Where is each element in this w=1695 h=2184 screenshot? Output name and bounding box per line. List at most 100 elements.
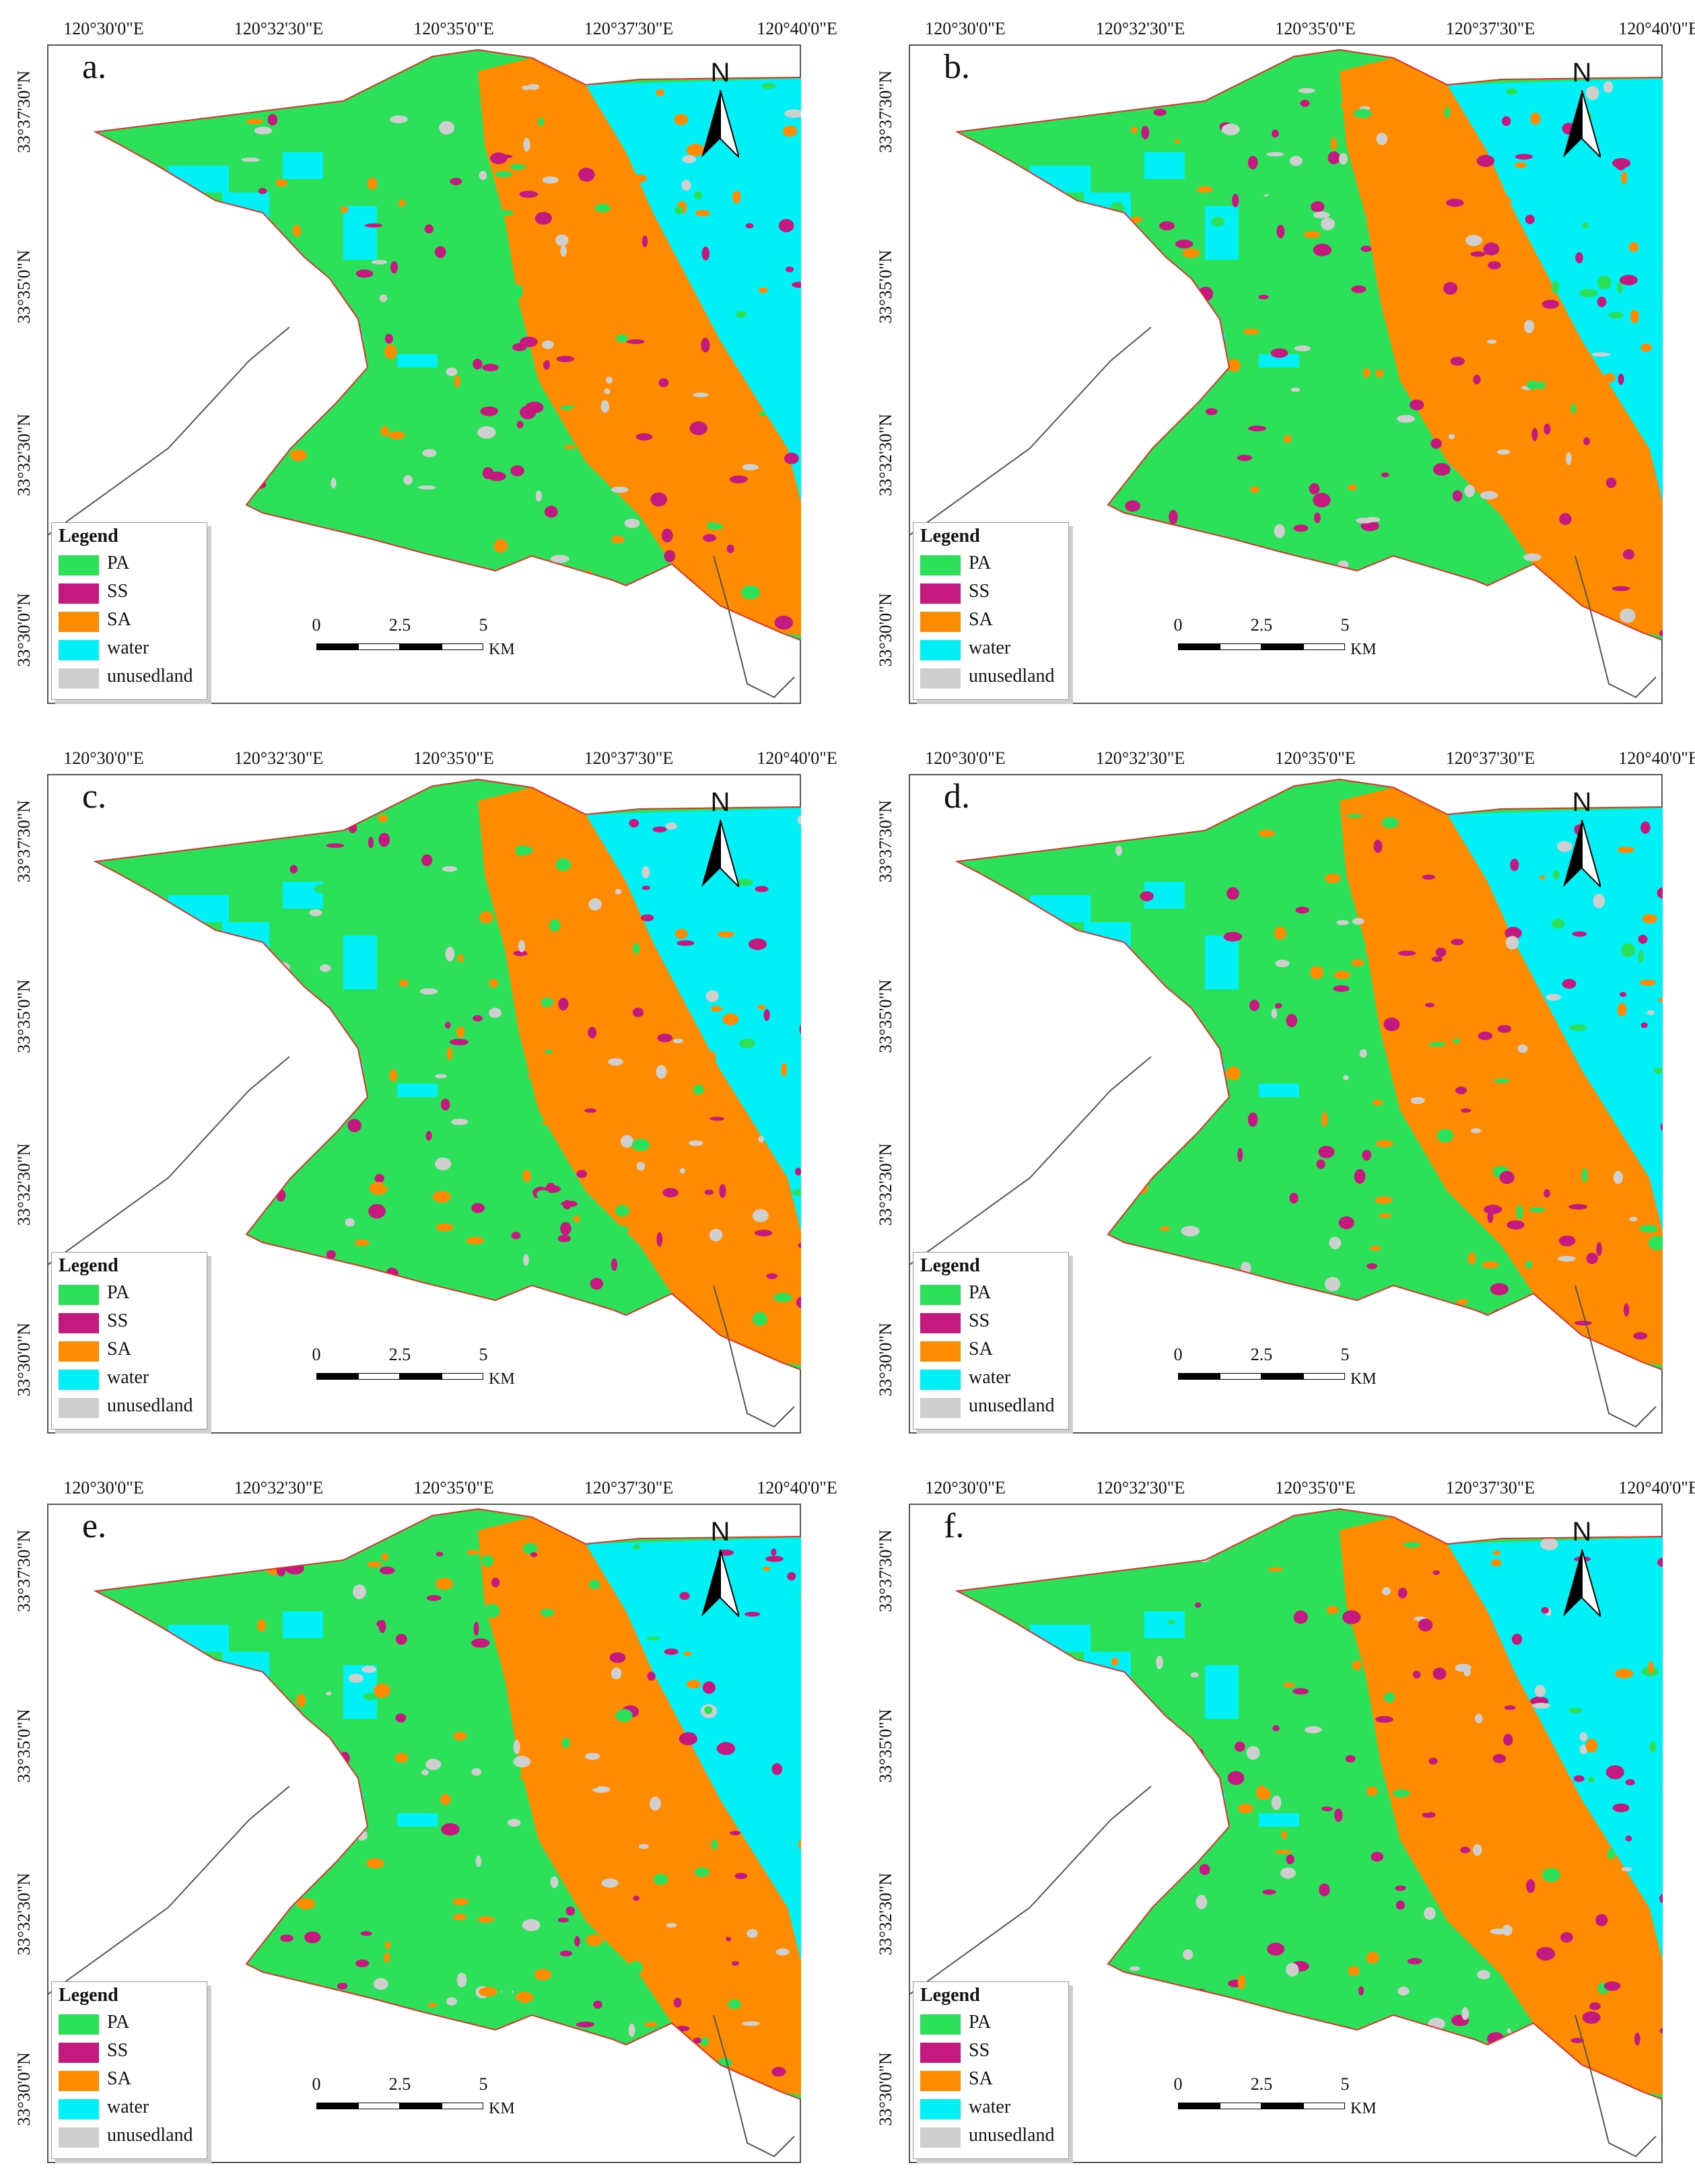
longitude-label: 120°37'30"E [1445,748,1535,768]
ss-patch [730,1831,741,1835]
sa-patch [1417,1806,1434,1813]
sa-patch [435,1578,454,1590]
unusedland-patch [1275,959,1290,968]
unusedland-patch [417,485,436,490]
pa-patch [625,2072,635,2080]
ss-patch [770,2096,779,2103]
ss-patch [304,1931,321,1944]
ss-patch [271,1768,286,1776]
sa-patch [1173,818,1188,827]
sa-patch [1284,435,1292,444]
ss-patch [1488,261,1501,270]
unusedland-patch [1461,2007,1469,2020]
pa-patch [279,660,297,670]
sa-patch [602,164,609,172]
unusedland-patch [709,1228,723,1242]
ss-patch [576,2021,595,2028]
scale-segment [1178,1373,1220,1380]
pa-patch [509,164,526,170]
sa-patch [1566,582,1577,591]
pa-patch [1583,649,1598,660]
water-patch [1259,1084,1299,1097]
unusedland-patch [1317,1334,1331,1342]
unusedland-patch [1294,345,1311,351]
latitude-label: 33°37'30"N [14,800,34,883]
sa-patch [246,118,264,125]
ss-patch [1179,1281,1193,1292]
sa-patch [520,1295,535,1308]
pa-patch [734,878,754,886]
ss-patch [726,544,734,553]
sa-patch [376,598,389,612]
ss-patch [1234,1741,1245,1752]
panel-label: f. [944,1507,965,1545]
legend-label: water [969,2097,1011,2117]
ss-patch [1451,938,1464,946]
unusedland-patch [1397,415,1415,423]
ss-patch [1194,1602,1202,1608]
ss-patch [544,505,558,518]
pa-patch [1437,1129,1454,1143]
ss-patch [1492,1754,1507,1763]
ss-patch [1615,157,1626,171]
pa-patch [1135,277,1148,285]
sa-patch [1371,1553,1382,1564]
pa-patch [1510,2021,1517,2034]
longitude-label: 120°40'0"E [1618,1478,1695,1498]
panel-label: b. [944,48,970,86]
sa-patch [282,636,289,643]
unusedland-patch [471,1768,482,1776]
sa-patch [660,1725,668,1736]
water-patch [1205,206,1239,260]
ss-patch [795,1167,801,1176]
scale-segment [1303,1373,1345,1380]
sa-patch [1126,1020,1138,1031]
legend-swatch [920,1341,961,1362]
legend-swatch [59,1285,99,1305]
sa-patch [564,444,576,450]
sa-patch [1150,1100,1160,1106]
pa-patch [1638,950,1644,963]
sa-patch [1362,367,1371,378]
sa-patch [1585,1738,1598,1753]
ss-patch [1311,201,1325,212]
unusedland-patch [679,1168,685,1174]
ss-patch [395,1633,407,1645]
longitude-label: 120°37'30"E [1445,1478,1535,1498]
ss-patch [1286,1854,1294,1865]
north-arrow: N [1555,1517,1609,1618]
sa-patch [798,1839,801,1850]
ss-patch [1589,2002,1601,2010]
sa-patch [782,1917,790,1925]
sa-area [478,1517,801,2096]
legend: Legend PA SS SA water unusedland [913,522,1069,700]
legend-label: PA [107,553,130,573]
legend: Legend PA SS SA water unusedland [913,1252,1069,1430]
unusedland-patch [1118,598,1130,604]
ss-patch [557,1234,571,1242]
pa-patch [515,845,528,857]
sa-patch [775,503,785,509]
unusedland-patch [1496,449,1511,455]
pa-patch [279,201,288,215]
unusedland-patch [1215,1280,1223,1294]
pa-patch [501,1986,512,1997]
pa-patch [1310,1137,1324,1148]
ss-patch [1422,1811,1436,1818]
sa-patch [1282,1682,1295,1688]
panel-label: c. [82,777,107,816]
north-label: N [1572,58,1592,87]
ss-patch [1153,108,1167,116]
pa-patch [314,1950,326,1964]
ss-patch [1375,1716,1393,1723]
sa-patch [602,967,620,983]
ss-patch [1137,599,1151,609]
pa-patch [1319,1091,1334,1105]
unusedland-patch [1505,936,1519,950]
water-patch [1023,300,1077,334]
sa-patch [1617,1003,1627,1017]
ss-patch [593,2000,602,2009]
ss-patch [704,1189,714,1195]
legend-label: SA [107,1339,131,1360]
sa-patch [452,1898,469,1906]
